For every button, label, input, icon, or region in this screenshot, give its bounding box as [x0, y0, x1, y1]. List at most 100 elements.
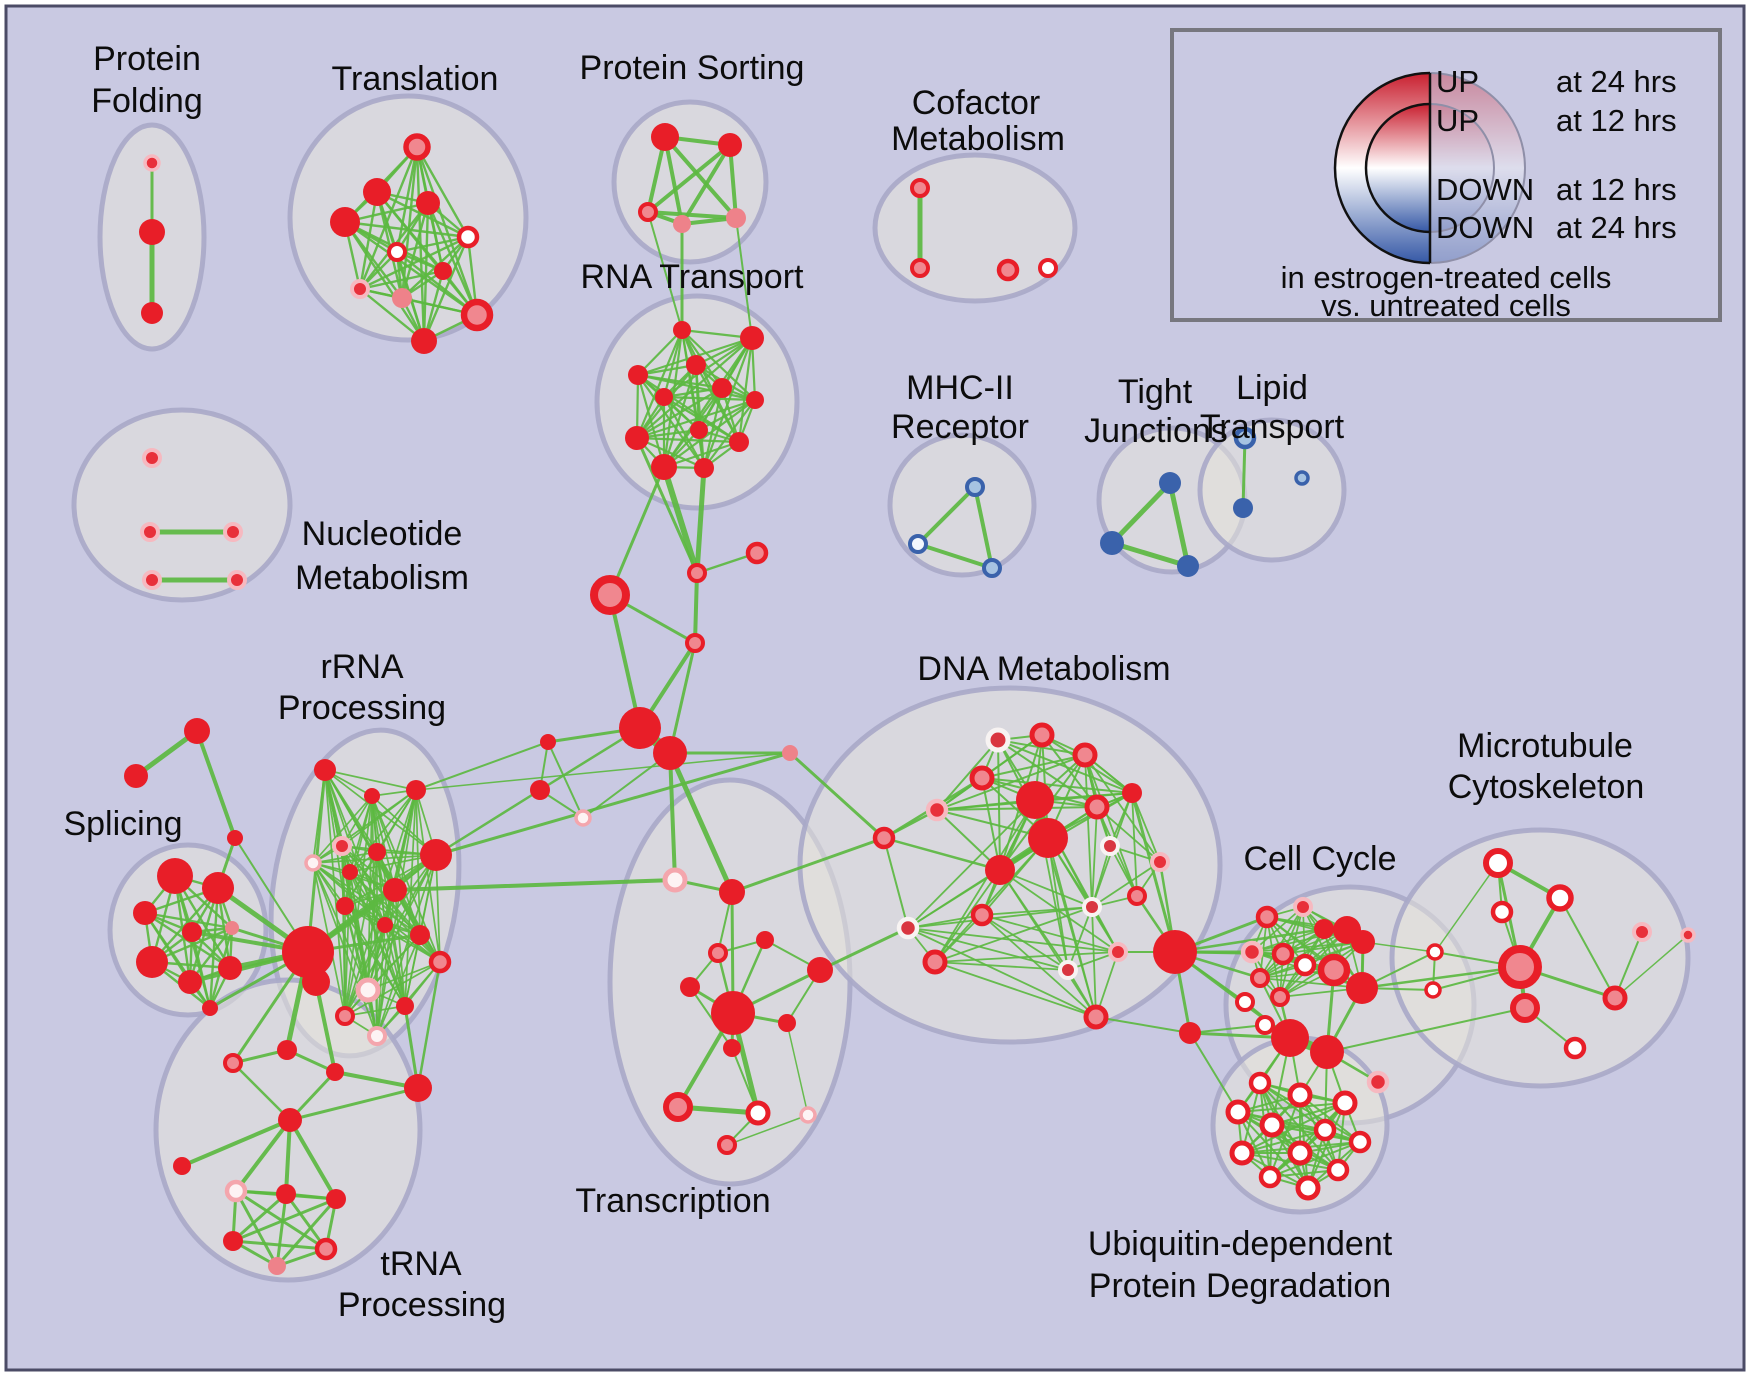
gene-node-c4 [1038, 258, 1058, 278]
edge [647, 211, 683, 331]
edge [916, 485, 977, 546]
edge [231, 1197, 338, 1243]
cluster-label: rRNA [320, 648, 403, 686]
gene-node-x7 [711, 991, 755, 1035]
gene-node-x5 [807, 957, 833, 983]
cluster-translation [287, 93, 529, 343]
gene-node-n1 [142, 448, 162, 468]
gene-node-pf3 [141, 302, 163, 324]
edge [726, 1114, 809, 1146]
edge [1189, 1024, 1266, 1034]
edge [1237, 1102, 1346, 1113]
legend-time-label: at 12 hrs [1556, 103, 1677, 138]
edge [288, 1118, 338, 1201]
gene-node-k2 [1293, 897, 1313, 917]
edge [1084, 754, 1093, 908]
cluster-label: Ubiquitin-dependent [1088, 1225, 1393, 1263]
gene-node-k19 [1366, 1070, 1390, 1094]
cluster-label: Transcription [575, 1182, 770, 1220]
gene-node-n2 [140, 522, 160, 542]
edge [608, 465, 666, 597]
gene-node-r7 [368, 843, 386, 861]
gene-node-mt4 [1426, 943, 1444, 961]
edge [1091, 806, 1098, 908]
gene-node-r1 [314, 759, 336, 781]
edge [1326, 1007, 1526, 1053]
cluster-label: Folding [91, 82, 203, 120]
cluster-lipid-transport [1197, 417, 1347, 563]
edge [275, 1192, 288, 1268]
gene-node-v1 [685, 633, 705, 653]
edge [349, 871, 441, 963]
gene-node-t3 [330, 207, 360, 237]
gene-node-sp8 [218, 956, 242, 980]
gene-node-d14 [1150, 852, 1170, 872]
legend-direction-label: DOWN [1436, 172, 1534, 207]
gene-node-mt11 [1563, 1036, 1587, 1060]
edge [358, 287, 426, 343]
edge [907, 799, 1036, 929]
gene-node-r16 [335, 1006, 355, 1026]
gene-node-d6 [1122, 783, 1142, 803]
edge [635, 328, 684, 440]
gene-node-k3 [1314, 919, 1334, 939]
edge [981, 754, 1086, 779]
edge [728, 143, 738, 220]
gene-node-r13 [428, 950, 452, 974]
gene-node-d4 [969, 765, 995, 791]
gene-node-r3 [406, 780, 426, 800]
gene-node-tb5 [268, 1257, 286, 1275]
cluster-label: Cell Cycle [1243, 840, 1396, 878]
cluster-label: Microtubule [1457, 727, 1633, 765]
edge [1259, 1082, 1309, 1189]
gene-node-B [1153, 930, 1197, 974]
gene-node-n5 [227, 570, 247, 590]
gene-node-b1 [782, 745, 798, 761]
edge [1130, 791, 1177, 954]
gene-node-r4 [332, 836, 352, 856]
edge [1084, 754, 1161, 863]
edge [394, 889, 406, 1007]
edge [936, 754, 1086, 811]
edge [376, 889, 396, 1037]
edge [376, 924, 386, 1037]
edge [680, 328, 757, 402]
cluster-label: Protein Sorting [580, 49, 805, 87]
edge [422, 201, 430, 343]
edge [646, 210, 738, 220]
edge [636, 328, 684, 377]
gene-node-v4 [745, 541, 769, 565]
edge [1259, 977, 1363, 989]
gene-node-s5 [726, 208, 746, 228]
edge [1259, 1082, 1361, 1143]
cluster-label: tRNA [380, 1245, 462, 1283]
gene-node-t7 [434, 262, 452, 280]
gene-node-tn2 [277, 1040, 297, 1060]
gene-node-t9 [392, 288, 412, 308]
edge [907, 927, 1097, 1018]
cluster-label: Protein [93, 40, 201, 78]
edge [395, 250, 479, 317]
cluster-label: Transport [1200, 408, 1345, 446]
gene-node-sp5 [225, 921, 239, 935]
gene-node-t10 [460, 298, 494, 332]
gene-node-x8 [778, 1014, 796, 1032]
edge [415, 741, 549, 791]
edge [434, 788, 542, 857]
gene-node-g2 [124, 764, 148, 788]
edge [367, 851, 378, 991]
gene-node-s4 [673, 215, 691, 233]
gene-node-pf1 [143, 154, 161, 172]
gene-node-rt12 [694, 458, 714, 478]
legend-donut-right-half [1430, 73, 1525, 263]
edge [663, 135, 684, 226]
edge [1109, 540, 1191, 569]
edge [344, 1005, 406, 1017]
gene-node-k7 [1271, 942, 1295, 966]
edge [358, 145, 419, 291]
edge [358, 190, 379, 291]
edge [367, 961, 441, 991]
edge [702, 336, 754, 470]
edge [404, 789, 417, 1007]
